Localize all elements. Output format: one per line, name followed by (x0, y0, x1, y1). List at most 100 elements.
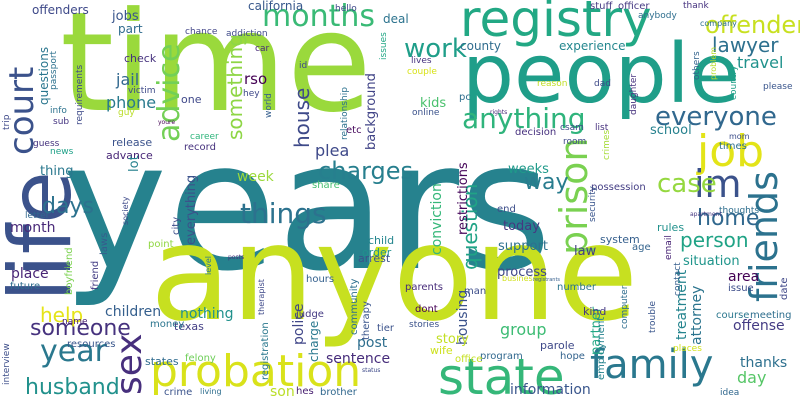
word-list: list (595, 123, 609, 133)
word-days: days (42, 194, 94, 219)
word-meeting: meeting (750, 310, 792, 321)
word-charges: charges (318, 157, 414, 185)
word-husband: husband (25, 375, 120, 400)
word-wife: wife (430, 344, 453, 357)
word-sentence: sentence (326, 351, 391, 367)
word-things: things (240, 197, 327, 230)
word-contact: contact (673, 262, 683, 296)
word-anybody: anybody (638, 11, 677, 21)
word-victim: victim (128, 86, 156, 96)
word-order: order (362, 246, 392, 259)
word-judge: judge (296, 309, 324, 320)
word-place: place (11, 266, 49, 282)
word-interview: interview (2, 343, 12, 385)
word-daughter: daughter (629, 73, 639, 115)
word-relationship: relationship (340, 87, 350, 140)
word-people: people (462, 27, 740, 122)
word-deal: deal (383, 12, 409, 26)
word-travel: travel (737, 53, 784, 72)
word-everything: everything (184, 174, 199, 245)
word-home: home (697, 206, 760, 231)
word-number: number (557, 282, 597, 293)
word-background: background (364, 73, 379, 150)
word-system: system (600, 233, 640, 246)
word-stories: stories (409, 320, 440, 330)
word-computer: computer (620, 285, 630, 329)
word-california: california (248, 0, 304, 13)
word-therapist: therapist (257, 279, 266, 315)
word-possession: possession (591, 182, 646, 193)
word-requirements: requirements (75, 64, 85, 125)
word-today: today (503, 219, 540, 234)
word-information: information (510, 382, 591, 398)
word-youre: youre (158, 119, 176, 126)
word-times: times (719, 141, 747, 152)
word-registration: registration (260, 322, 271, 380)
word-online: online (412, 108, 440, 118)
word-security: security (588, 186, 598, 222)
word-idea: idea (720, 388, 740, 398)
word-reason: reason (537, 79, 568, 89)
word-age: age (632, 242, 651, 253)
word-rso: rso (244, 70, 268, 88)
word-letter: letter (25, 211, 50, 221)
word-restrictions: restrictions (456, 162, 471, 235)
word-registry: registry (460, 0, 652, 48)
word-lawyer: lawyer (712, 33, 779, 57)
word-news: news (50, 147, 74, 157)
word-sub: sub (53, 117, 70, 127)
word-son: son (270, 384, 295, 400)
word-trouble: trouble (648, 301, 658, 333)
word-phone: phone (106, 93, 157, 112)
word-anything: anything (462, 102, 586, 135)
word-country: country (729, 65, 739, 100)
word-child: child (368, 234, 395, 247)
word-resources: resources (67, 339, 116, 350)
word-level: level (204, 255, 213, 275)
word-im: im (694, 162, 742, 206)
word-area: area (728, 269, 760, 285)
word-guy: guy (118, 108, 135, 118)
word-crime: crime (164, 387, 193, 398)
word-situation: situation (683, 254, 740, 269)
word-company: company (700, 19, 737, 28)
word-school: school (650, 123, 692, 138)
word-time: time (60, 0, 372, 143)
word-id: id (299, 61, 308, 71)
word-program: program (480, 351, 523, 362)
word-post: post (357, 335, 388, 351)
word-therapy: therapy (361, 301, 372, 340)
word-car: car (255, 44, 270, 54)
word-advance: advance (106, 149, 153, 162)
word-nothing: nothing (180, 306, 234, 322)
word-society: society (121, 196, 130, 225)
word-office: office (455, 354, 483, 365)
word-boyfriend: boyfriend (64, 247, 75, 295)
word-addiction: addiction (226, 29, 268, 39)
word-weeks: weeks (508, 162, 549, 177)
word-rules: rules (657, 221, 685, 234)
word-attorney: attorney (689, 285, 705, 345)
word-way: way (524, 170, 569, 195)
word-thing: thing (40, 164, 74, 179)
word-year: year (40, 334, 107, 369)
word-name: name (62, 317, 88, 327)
word-others: others (692, 51, 702, 80)
word-lot: lot (127, 155, 142, 172)
word-hes: hes (296, 386, 314, 397)
word-stuff: stuff (590, 1, 613, 12)
word-employment: employment (596, 316, 607, 380)
word-state: state (438, 348, 565, 400)
word-release: release (112, 136, 153, 149)
word-room: room (563, 137, 587, 147)
word-offenders: offenders (32, 3, 89, 17)
word-check: check (124, 52, 157, 65)
word-thank: thank (683, 1, 709, 11)
word-conviction: conviction (429, 183, 445, 255)
word-registrants: registrants (533, 277, 561, 283)
word-states: states (145, 355, 179, 368)
word-offense: offense (733, 318, 785, 334)
word-man: man (464, 286, 487, 297)
word-trip: trip (2, 114, 12, 130)
